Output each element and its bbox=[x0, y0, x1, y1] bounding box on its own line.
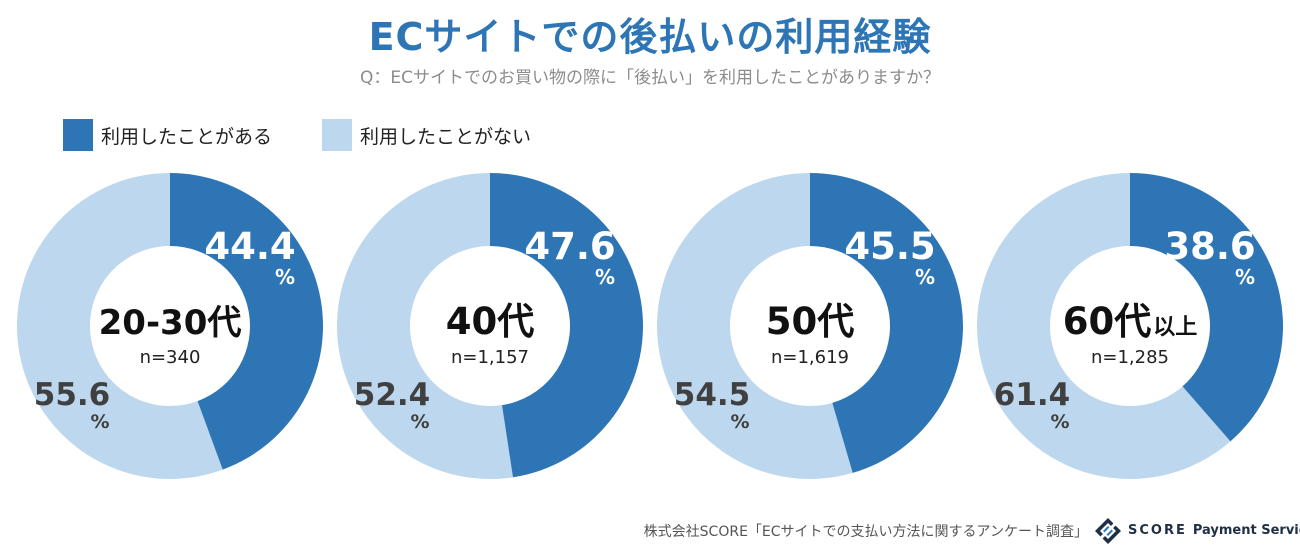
pct-label-not-used: 55.6 bbox=[34, 377, 111, 413]
pct-unit-used: % bbox=[275, 265, 295, 289]
pct-unit-used: % bbox=[915, 265, 935, 289]
slice-used bbox=[170, 173, 323, 470]
pct-label-used: 47.6 bbox=[524, 225, 615, 268]
pct-label-used: 45.5 bbox=[844, 225, 935, 268]
age-group-label: 50代 bbox=[766, 300, 855, 343]
slice-not-used bbox=[976, 173, 1231, 479]
pct-unit-used: % bbox=[595, 265, 615, 289]
sample-size-label: n=1,157 bbox=[451, 347, 529, 368]
brand-name-main: SCORE bbox=[1128, 523, 1187, 538]
age-group-label: 20-30代 bbox=[99, 303, 242, 343]
pct-unit-not-used: % bbox=[90, 411, 109, 433]
pct-label-not-used: 61.4 bbox=[994, 377, 1071, 413]
pct-unit-not-used: % bbox=[730, 411, 749, 433]
slice-not-used bbox=[336, 173, 513, 479]
sample-size-label: n=1,285 bbox=[1091, 347, 1169, 368]
legend-swatch-used bbox=[63, 119, 93, 151]
sample-size-label: n=340 bbox=[140, 347, 201, 368]
pct-unit-used: % bbox=[1235, 265, 1255, 289]
chart-title: ECサイトでの後払いの利用経験 bbox=[368, 15, 932, 59]
pct-label-used: 44.4 bbox=[204, 225, 295, 268]
slice-used bbox=[1130, 173, 1283, 442]
score-logo-icon bbox=[1095, 518, 1121, 544]
legend-item-not-used: 利用したことがない bbox=[322, 118, 531, 152]
age-group-label: 60代以上 bbox=[1063, 300, 1198, 343]
slice-not-used bbox=[657, 173, 853, 479]
brand-name-sub: Payment Service bbox=[1192, 523, 1300, 538]
source-note: 株式会社SCORE「ECサイトでの支払い方法に関するアンケート調査」 bbox=[643, 524, 1088, 540]
slice-used bbox=[490, 173, 643, 478]
legend-swatch-not-used bbox=[322, 119, 352, 151]
chart-subtitle: Q：ECサイトでのお買い物の際に「後払い」を利用したことがありますか？ bbox=[360, 68, 940, 88]
pct-label-not-used: 54.5 bbox=[674, 377, 751, 413]
legend-label-not-used: 利用したことがない bbox=[360, 125, 532, 148]
slice-not-used bbox=[16, 173, 223, 479]
slice-used bbox=[810, 173, 964, 473]
age-group-label: 40代 bbox=[446, 300, 535, 343]
brand-name: SCORE Payment Service bbox=[1128, 523, 1300, 538]
legend-item-used: 利用したことがある bbox=[63, 118, 272, 152]
legend-label-used: 利用したことがある bbox=[101, 125, 273, 148]
pct-unit-not-used: % bbox=[1050, 411, 1069, 433]
pct-label-used: 38.6 bbox=[1164, 225, 1255, 268]
pct-label-not-used: 52.4 bbox=[354, 377, 431, 413]
sample-size-label: n=1,619 bbox=[771, 347, 849, 368]
pct-unit-not-used: % bbox=[410, 411, 429, 433]
